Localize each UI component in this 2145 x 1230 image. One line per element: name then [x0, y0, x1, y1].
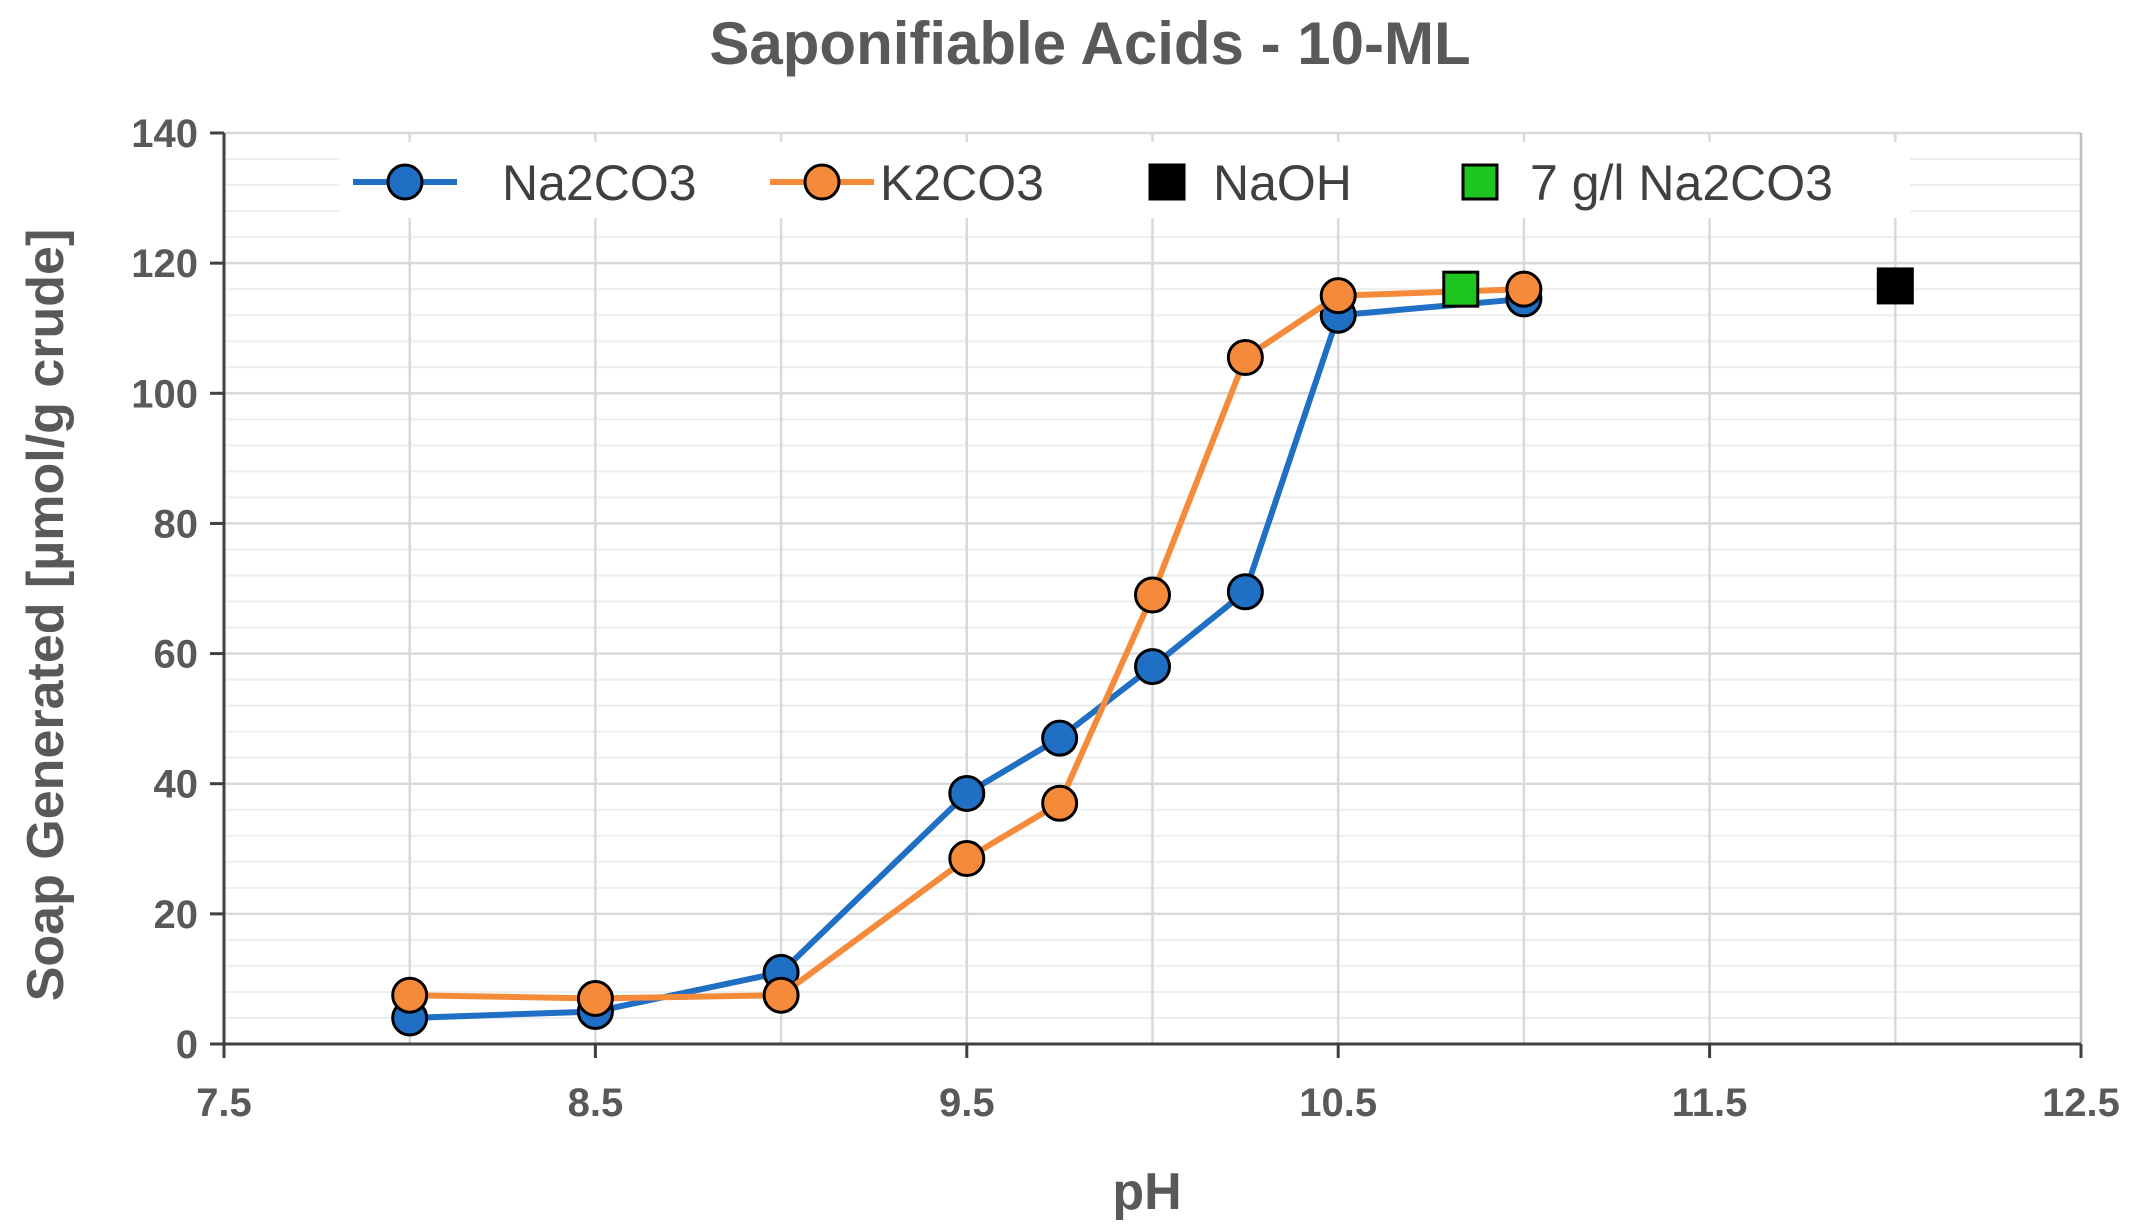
data-point-k2co3 [576, 979, 614, 1017]
data-point-na2co3 [948, 774, 986, 812]
y-tick-label: 40 [154, 763, 199, 807]
y-tick-label: 20 [154, 893, 199, 937]
y-tick-label: 80 [154, 502, 199, 546]
tick-labels: 0 20 40 60 80 100 120 140 7.5 8.5 9.5 10.5 11.5 12.5 [131, 112, 2120, 1125]
data-point-k2co3 [1505, 270, 1543, 308]
data-point-k2co3 [1134, 576, 1171, 614]
series-naoh [1876, 267, 1914, 305]
x-tick-label: 8.5 [568, 1081, 624, 1125]
x-tick-label: 9.5 [939, 1081, 995, 1125]
legend: Na2CO3 K2CO3 NaOH 7 g/l Na2CO3 [340, 142, 1910, 218]
y-tick-label: 120 [131, 242, 198, 286]
series-k2co3 [391, 270, 1543, 1017]
data-point-na2co3 [1134, 648, 1171, 686]
legend-item-7-g-l-na2co3: 7 g/l Na2CO3 [1461, 155, 1833, 211]
x-tick-label: 11.5 [1672, 1081, 1748, 1125]
data-point-naoh [1876, 267, 1914, 305]
series-layer [391, 267, 1914, 1037]
axes [210, 131, 2083, 1058]
x-tick-label: 10.5 [1299, 1081, 1377, 1125]
data-point-k2co3 [1041, 784, 1079, 822]
y-tick-label: 60 [154, 633, 199, 677]
y-tick-label: 0 [176, 1023, 198, 1067]
legend-label-7-g-l-na2co3: 7 g/l Na2CO3 [1530, 155, 1833, 211]
data-point-k2co3 [1319, 277, 1357, 315]
legend-item-k2co3: K2CO3 [770, 155, 1044, 211]
x-tick-label: 7.5 [196, 1081, 252, 1125]
data-point-k2co3 [391, 976, 429, 1014]
legend-marker-k2co3 [803, 163, 841, 201]
data-point-7-g-l-na2co3 [1442, 270, 1480, 308]
y-tick-label: 100 [131, 372, 198, 416]
data-point-k2co3 [762, 976, 800, 1014]
legend-label-naoh: NaOH [1213, 155, 1352, 211]
data-point-k2co3 [1226, 338, 1264, 376]
legend-marker-7-g-l-na2co3 [1461, 163, 1499, 201]
legend-item-naoh: NaOH [1148, 155, 1352, 211]
legend-marker-na2co3 [386, 163, 424, 201]
data-point-na2co3 [1226, 573, 1264, 611]
chart-title: Saponifiable Acids - 10-ML [709, 10, 1470, 77]
x-tick-label: 12.5 [2042, 1081, 2120, 1125]
series-7-g-l-na2co3 [1442, 270, 1480, 308]
data-point-k2co3 [948, 840, 986, 878]
legend-marker-naoh [1148, 163, 1186, 201]
y-tick-label: 140 [131, 112, 198, 156]
data-point-na2co3 [1041, 719, 1079, 757]
legend-label-k2co3: K2CO3 [880, 155, 1044, 211]
legend-label-na2co3: Na2CO3 [502, 155, 697, 211]
legend-item-na2co3: Na2CO3 [353, 155, 697, 211]
y-axis-title: Soap Generated [µmol/g crude] [17, 229, 75, 1002]
x-axis-title: pH [1112, 1163, 1181, 1221]
legend-background [340, 142, 1910, 218]
